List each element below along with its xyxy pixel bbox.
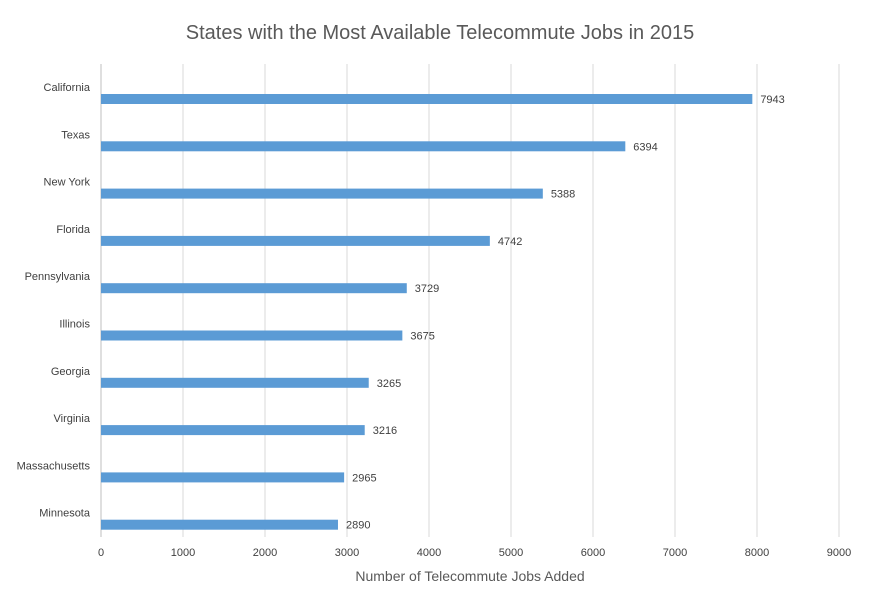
data-label: 3675 — [410, 331, 434, 343]
category-label: Virginia — [54, 413, 91, 425]
x-tick-label: 8000 — [745, 547, 769, 559]
x-tick-label: 5000 — [499, 547, 523, 559]
category-label: Massachusetts — [17, 460, 91, 472]
category-label: Pennsylvania — [25, 271, 91, 283]
data-label: 3729 — [415, 283, 439, 295]
bar — [101, 425, 365, 436]
x-tick-label: 0 — [98, 547, 104, 559]
x-tick-label: 3000 — [335, 547, 359, 559]
x-tick-label: 1000 — [171, 547, 195, 559]
x-axis-title: Number of Telecommute Jobs Added — [355, 568, 584, 584]
x-tick-label: 4000 — [417, 547, 441, 559]
chart-title: States with the Most Available Telecommu… — [185, 22, 695, 44]
category-label: New York — [44, 177, 91, 189]
bars — [101, 94, 753, 530]
gridlines — [100, 64, 840, 537]
bar — [101, 377, 369, 388]
x-tick-label: 9000 — [827, 547, 851, 559]
bar — [101, 519, 338, 530]
data-label: 2890 — [346, 520, 370, 532]
bar — [101, 141, 626, 152]
data-label: 3216 — [373, 425, 397, 437]
category-label: Texas — [61, 129, 90, 141]
bar — [101, 235, 490, 246]
data-label: 5388 — [551, 189, 575, 201]
category-label: Illinois — [59, 319, 90, 331]
data-label: 2965 — [352, 472, 376, 484]
category-label: California — [44, 82, 91, 94]
category-label: Florida — [56, 224, 91, 236]
data-label: 4742 — [498, 236, 522, 248]
bar — [101, 472, 345, 483]
bar — [101, 330, 403, 341]
x-tick-label: 2000 — [253, 547, 277, 559]
data-label: 7943 — [760, 94, 784, 106]
category-label: Georgia — [51, 366, 91, 378]
bar — [101, 94, 753, 104]
bar — [101, 188, 543, 199]
x-tick-label: 7000 — [663, 547, 687, 559]
x-tick-label: 6000 — [581, 547, 605, 559]
data-label: 6394 — [633, 141, 657, 153]
labels: 0 1000 2000 3000 4000 5000 6000 7000 8000 9000 Cal… — [17, 82, 852, 559]
category-label: Minnesota — [39, 508, 91, 520]
bar — [101, 283, 407, 294]
data-label: 3265 — [377, 378, 401, 390]
